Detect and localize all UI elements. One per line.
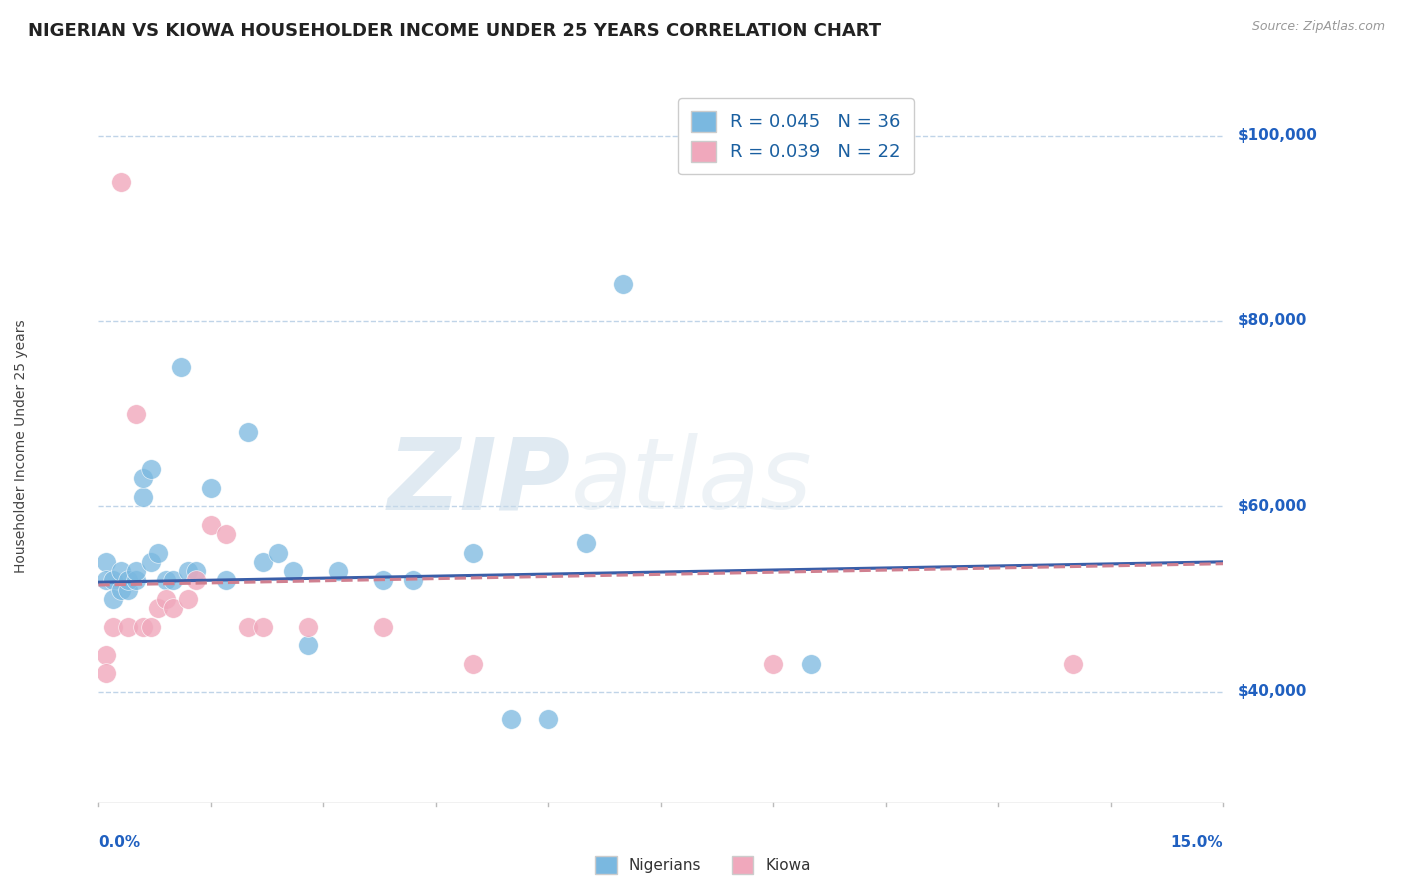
Point xyxy=(537,712,560,726)
Text: 15.0%: 15.0% xyxy=(1171,835,1223,850)
Point xyxy=(170,360,193,375)
Point xyxy=(215,527,238,541)
Point xyxy=(94,648,117,662)
Point xyxy=(238,620,260,634)
Point xyxy=(148,545,170,559)
Point xyxy=(117,574,139,588)
Point xyxy=(125,574,148,588)
Point xyxy=(155,574,177,588)
Point xyxy=(103,574,125,588)
Point xyxy=(184,574,207,588)
Point xyxy=(132,620,155,634)
Text: $40,000: $40,000 xyxy=(1239,684,1308,699)
Point xyxy=(132,471,155,485)
Point xyxy=(125,564,148,578)
Point xyxy=(103,620,125,634)
Point xyxy=(328,564,350,578)
Point xyxy=(117,582,139,597)
Point xyxy=(125,407,148,421)
Legend: Nigerians, Kiowa: Nigerians, Kiowa xyxy=(589,850,817,880)
Point xyxy=(283,564,305,578)
Point xyxy=(103,591,125,606)
Point xyxy=(762,657,785,671)
Point xyxy=(177,564,200,578)
Point xyxy=(215,574,238,588)
Point xyxy=(184,564,207,578)
Text: $60,000: $60,000 xyxy=(1239,499,1308,514)
Point xyxy=(139,555,162,569)
Point xyxy=(200,481,222,495)
Point xyxy=(155,591,177,606)
Point xyxy=(238,425,260,439)
Text: NIGERIAN VS KIOWA HOUSEHOLDER INCOME UNDER 25 YEARS CORRELATION CHART: NIGERIAN VS KIOWA HOUSEHOLDER INCOME UND… xyxy=(28,22,882,40)
Point xyxy=(463,657,485,671)
Text: $80,000: $80,000 xyxy=(1239,313,1308,328)
Point xyxy=(117,620,139,634)
Point xyxy=(110,564,132,578)
Point xyxy=(132,490,155,504)
Point xyxy=(162,601,184,615)
Point xyxy=(499,712,522,726)
Point xyxy=(575,536,598,550)
Point xyxy=(110,582,132,597)
Point xyxy=(297,620,319,634)
Point xyxy=(297,638,319,652)
Point xyxy=(252,555,274,569)
Point xyxy=(110,175,132,189)
Point xyxy=(373,620,395,634)
Point xyxy=(252,620,274,634)
Point xyxy=(139,620,162,634)
Point xyxy=(800,657,823,671)
Point xyxy=(463,545,485,559)
Text: atlas: atlas xyxy=(571,434,813,530)
Point xyxy=(267,545,290,559)
Point xyxy=(139,462,162,476)
Point xyxy=(1062,657,1084,671)
Text: ZIP: ZIP xyxy=(388,434,571,530)
Legend: R = 0.045   N = 36, R = 0.039   N = 22: R = 0.045 N = 36, R = 0.039 N = 22 xyxy=(678,98,914,174)
Text: Source: ZipAtlas.com: Source: ZipAtlas.com xyxy=(1251,20,1385,33)
Point xyxy=(94,555,117,569)
Point xyxy=(200,517,222,532)
Point xyxy=(177,591,200,606)
Point xyxy=(612,277,634,291)
Point xyxy=(373,574,395,588)
Text: $100,000: $100,000 xyxy=(1239,128,1317,143)
Text: Householder Income Under 25 years: Householder Income Under 25 years xyxy=(14,319,28,573)
Text: 0.0%: 0.0% xyxy=(98,835,141,850)
Point xyxy=(94,574,117,588)
Point xyxy=(402,574,425,588)
Point xyxy=(94,666,117,681)
Point xyxy=(162,574,184,588)
Point xyxy=(148,601,170,615)
